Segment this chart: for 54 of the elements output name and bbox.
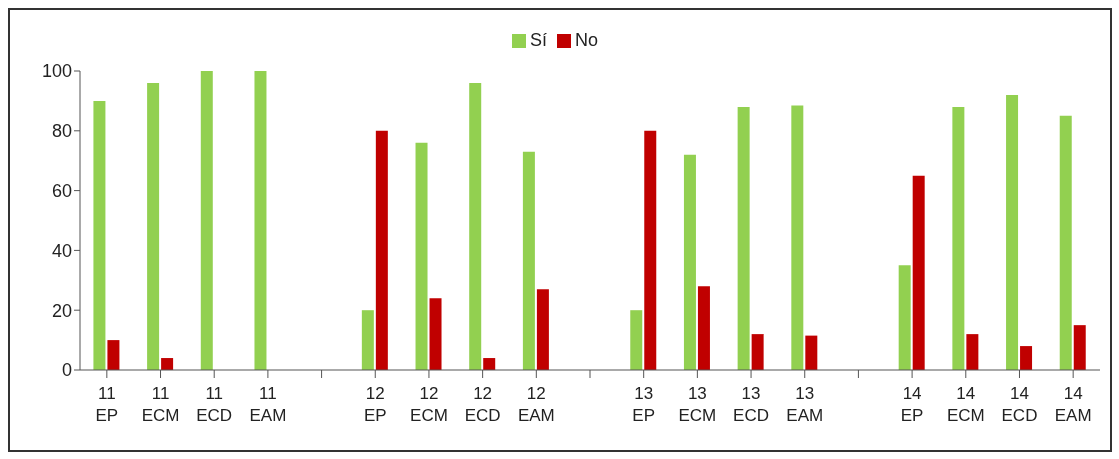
bar (1059, 115, 1072, 370)
y-tick-label: 20 (51, 300, 72, 321)
bar (791, 105, 804, 370)
y-tick-label: 100 (41, 61, 72, 82)
bar (200, 71, 213, 370)
bar (469, 82, 482, 370)
bar (644, 130, 657, 370)
y-tick-label: 80 (51, 121, 72, 142)
bar (1020, 346, 1033, 370)
bar (683, 154, 696, 370)
x-tick-label: 11 EP (95, 384, 119, 425)
y-tick-label: 40 (51, 240, 72, 261)
x-tick-label: 11 ECD (196, 384, 233, 425)
bar (898, 265, 911, 370)
bar (966, 334, 979, 370)
x-tick-label: 12 ECD (464, 384, 501, 425)
x-tick-label: 13 EAM (786, 384, 824, 425)
bar (952, 106, 965, 370)
x-tick-label: 14 ECM (946, 384, 985, 425)
bar (107, 340, 120, 370)
x-tick-label: 14 ECD (1001, 384, 1038, 425)
bar (147, 82, 160, 370)
bar (630, 310, 643, 370)
bar (912, 175, 925, 370)
bar (415, 142, 428, 370)
x-tick-label: 14 EP (900, 384, 924, 425)
x-tick-label: 11 EAM (249, 384, 287, 425)
bar (536, 289, 549, 370)
x-tick-label: 13 EP (632, 384, 656, 425)
bar (161, 358, 174, 370)
legend-label: Sí (529, 30, 547, 50)
y-tick-label: 0 (61, 360, 72, 381)
bar (805, 335, 818, 370)
bar (93, 100, 106, 370)
x-tick-label: 11 ECM (141, 384, 180, 425)
bar (1073, 325, 1086, 370)
bar (697, 286, 710, 370)
bar (254, 71, 267, 370)
bar (429, 298, 442, 370)
y-tick-label: 60 (51, 180, 72, 201)
x-tick-label: 13 ECD (733, 384, 770, 425)
x-tick-label: 12 EP (363, 384, 387, 425)
bar (361, 310, 374, 370)
bar (483, 358, 496, 370)
bar (375, 130, 388, 370)
x-tick-label: 12 ECM (410, 384, 448, 425)
x-tick-label: 14 EAM (1054, 384, 1092, 425)
legend-label: No (575, 30, 599, 50)
bar (1006, 94, 1019, 370)
bar (522, 151, 535, 370)
bar (751, 334, 764, 370)
x-tick-label: 12 EAM (517, 384, 555, 425)
x-tick-label: 13 ECM (678, 384, 717, 425)
bar (737, 106, 750, 370)
